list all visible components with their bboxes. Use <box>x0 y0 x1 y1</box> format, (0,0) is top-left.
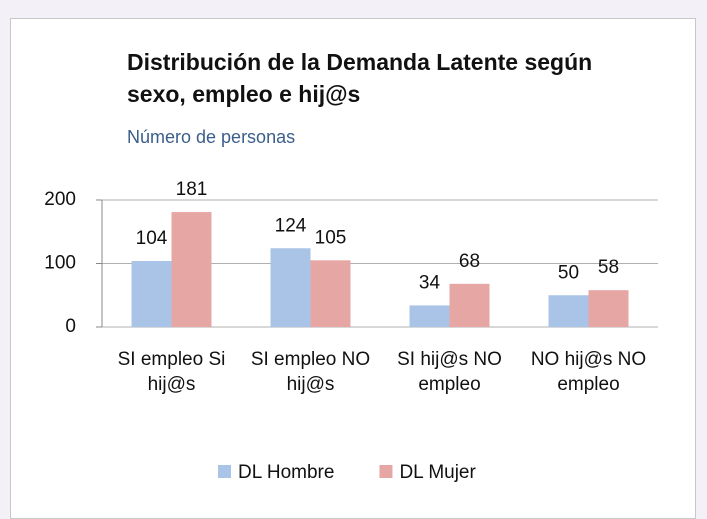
bar <box>548 295 589 327</box>
data-label: 68 <box>459 251 480 272</box>
legend-label: DL Mujer <box>399 462 476 483</box>
chart-subtitle: Número de personas <box>127 127 296 147</box>
x-tick-label: SI hij@s NO empleo <box>397 349 502 395</box>
legend-swatch <box>379 465 393 478</box>
legend-swatch <box>218 465 231 478</box>
data-label: 104 <box>136 228 168 249</box>
data-label: 34 <box>419 272 441 293</box>
bar <box>409 305 450 327</box>
y-tick-label: 200 <box>44 189 76 210</box>
y-tick-label: 100 <box>44 253 76 274</box>
y-tick-label: 0 <box>65 316 76 337</box>
data-label: 124 <box>275 215 307 236</box>
bar <box>449 283 490 327</box>
bar <box>310 260 351 327</box>
bar <box>131 260 172 327</box>
legend-label: DL Hombre <box>238 462 334 483</box>
data-label: 105 <box>315 227 347 248</box>
chart-title: Distribución de la Demanda Latente según… <box>127 49 593 107</box>
bar <box>270 248 311 327</box>
data-label: 181 <box>176 179 208 200</box>
bar <box>171 212 212 327</box>
data-label: 58 <box>598 257 619 278</box>
x-tick-label: NO hij@s NO empleo <box>530 349 647 395</box>
bar <box>588 290 629 327</box>
x-tick-label: SI empleo NO hij@s <box>250 349 371 395</box>
chart-frame <box>10 18 696 519</box>
data-label: 50 <box>558 262 579 283</box>
x-tick-label: SI empleo Si hij@s <box>117 349 226 395</box>
